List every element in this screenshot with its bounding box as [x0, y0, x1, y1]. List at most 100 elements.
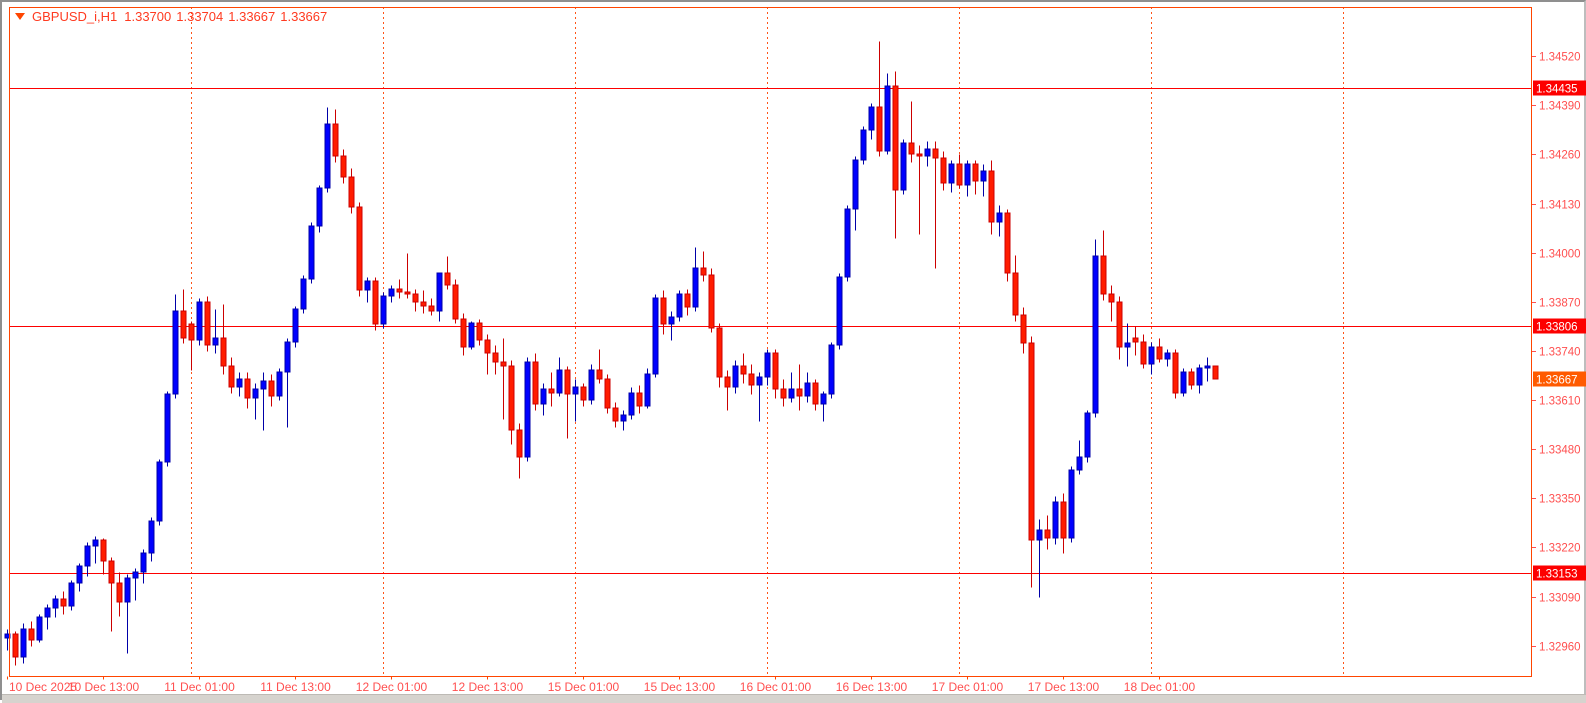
candle-body	[300, 278, 307, 310]
ohlc-high: 1.33704	[176, 9, 224, 24]
candle-body	[276, 371, 283, 397]
candle-body	[316, 187, 323, 227]
candle-body	[580, 386, 587, 401]
candle-body	[252, 388, 259, 399]
candle-body	[428, 305, 435, 312]
candle-body	[1060, 501, 1067, 539]
candle-body	[756, 376, 763, 386]
symbol-marker-icon[interactable]	[15, 13, 25, 20]
candle-body	[892, 85, 899, 191]
candle-body	[852, 159, 859, 210]
candle-body	[172, 310, 179, 395]
candle-body	[612, 407, 619, 422]
candle-body	[380, 295, 387, 325]
price-tick-label: 1.34260	[1539, 150, 1581, 162]
candle-body	[828, 344, 835, 395]
candle-body	[196, 301, 203, 341]
candle-body	[932, 148, 939, 159]
candle-body	[476, 322, 483, 341]
level-price-box	[1533, 80, 1586, 96]
candle-body	[1044, 529, 1051, 539]
candle-body	[636, 392, 643, 407]
candle-body	[820, 393, 827, 405]
candle-body	[148, 520, 155, 554]
candle-body	[1148, 346, 1155, 365]
time-tick-label: 17 Dec 01:00	[932, 680, 1004, 694]
candle-body	[1004, 212, 1011, 274]
candle-body	[212, 337, 219, 346]
candle-body	[20, 628, 27, 658]
candle-body	[620, 414, 627, 422]
ohlc-values: 1.33700 1.33704 1.33667 1.33667	[124, 9, 332, 24]
time-tick-label: 10 Dec 13:00	[68, 680, 140, 694]
candle-body	[492, 352, 499, 363]
time-tick-label: 12 Dec 01:00	[356, 680, 428, 694]
candle-body	[340, 155, 347, 178]
candle-body	[964, 163, 971, 186]
window-bottom-edge	[2, 694, 1586, 703]
candle-body	[532, 361, 539, 405]
price-tick-label: 1.33350	[1539, 494, 1581, 506]
candle-body	[988, 170, 995, 223]
candle-body	[68, 582, 75, 607]
candle-body	[332, 123, 339, 157]
candle-body	[268, 380, 275, 397]
candle-body	[108, 560, 115, 584]
candle-body	[84, 545, 91, 567]
candle-body	[868, 106, 875, 131]
candle-body	[228, 365, 235, 388]
candle-body	[244, 378, 251, 399]
candle-body	[364, 280, 371, 291]
candle-body	[164, 393, 171, 463]
candle-body	[500, 361, 507, 367]
candle-body	[1052, 501, 1059, 539]
time-tick-label: 16 Dec 01:00	[740, 680, 812, 694]
candle-body	[388, 288, 395, 297]
candle-body	[668, 316, 675, 325]
candle-body	[292, 308, 299, 343]
chart-header: GBPUSD_i,H1 1.33700 1.33704 1.33667 1.33667	[15, 9, 332, 24]
time-tick-label: 15 Dec 13:00	[644, 680, 716, 694]
candle-body	[884, 85, 891, 152]
time-tick-label: 18 Dec 01:00	[1124, 680, 1196, 694]
candle-body	[860, 129, 867, 161]
candle-body	[604, 378, 611, 409]
candle-body	[1116, 301, 1123, 348]
candle-body	[460, 318, 467, 348]
time-tick-label: 11 Dec 01:00	[164, 680, 235, 694]
price-tick-label: 1.34390	[1539, 101, 1581, 113]
candle-body	[980, 170, 987, 182]
candle-body	[1204, 365, 1211, 369]
candle-body	[508, 365, 515, 431]
time-tick-label: 15 Dec 01:00	[548, 680, 620, 694]
level-price-label: 1.34435	[1536, 84, 1578, 96]
candle-body	[1188, 371, 1195, 386]
candle-body	[1180, 371, 1187, 394]
candle-body	[900, 142, 907, 191]
candle-body	[564, 369, 571, 395]
candle-body	[260, 380, 267, 390]
candle-body	[924, 148, 931, 157]
time-tick-label: 10 Dec 2025	[9, 680, 77, 694]
candle-body	[692, 267, 699, 308]
candle-body	[876, 106, 883, 152]
level-price-box	[1533, 318, 1586, 334]
candle-body	[764, 352, 771, 378]
candle-body	[1164, 352, 1171, 360]
candle-body	[204, 301, 211, 346]
candle-body	[660, 297, 667, 325]
ohlc-open: 1.33700	[124, 9, 172, 24]
candle-body	[452, 284, 459, 320]
candle-body	[124, 577, 131, 603]
price-tick-label: 1.33870	[1539, 298, 1581, 310]
candle-body	[140, 552, 147, 573]
candle-body	[1124, 342, 1131, 348]
candle-body	[132, 571, 139, 579]
current-price-box	[1533, 371, 1586, 387]
candle-body	[52, 598, 59, 609]
time-tick-label: 17 Dec 13:00	[1028, 680, 1100, 694]
candle-body	[732, 365, 739, 388]
